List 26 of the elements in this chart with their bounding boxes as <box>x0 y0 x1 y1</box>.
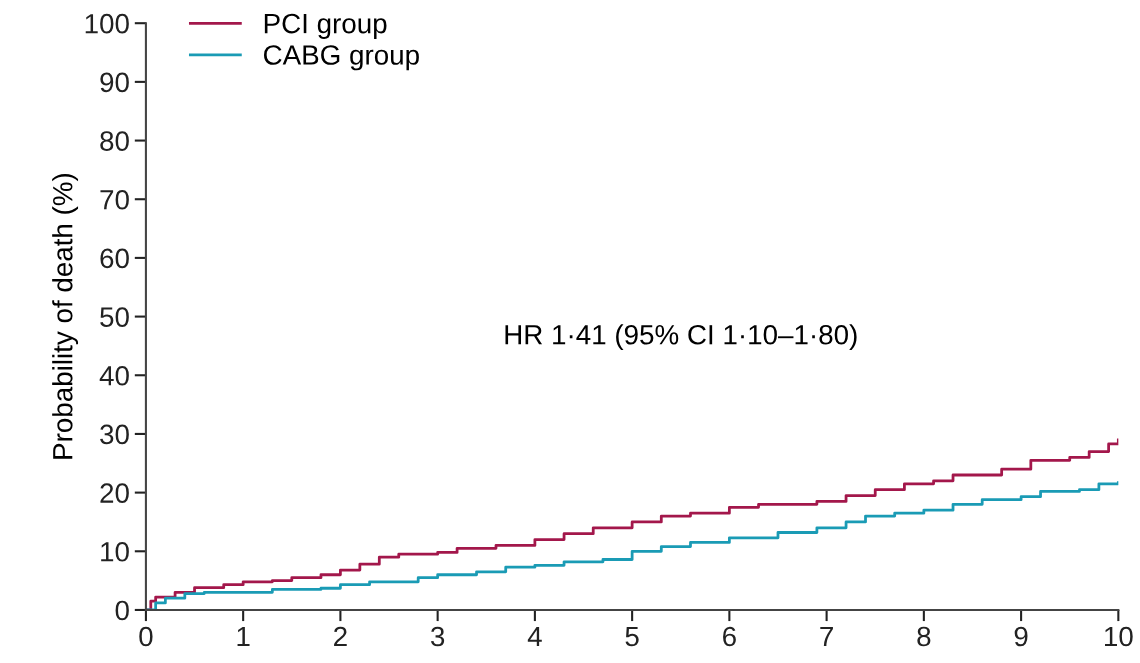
annotation: HR 1·41 (95% CI 1·10–1·80) <box>505 324 857 351</box>
x-tick-label: 7 <box>820 626 833 647</box>
y-tick-label: 60 <box>100 248 129 269</box>
x-tick-label: 2 <box>334 626 347 647</box>
y-tick-label: 100 <box>85 13 129 34</box>
legend-label: PCI group <box>264 13 387 39</box>
legend-label: CABG group <box>264 45 419 71</box>
y-tick-label: 30 <box>100 424 129 445</box>
x-tick-label: 6 <box>723 626 736 647</box>
y-tick-label: 40 <box>99 365 129 386</box>
x-tick-label: 0 <box>139 626 153 647</box>
x-tick-label: 9 <box>1014 626 1028 647</box>
y-tick-label: 50 <box>100 307 129 327</box>
x-tick-label: 5 <box>625 626 639 647</box>
y-tick-label: 70 <box>100 189 129 210</box>
y-tick-label: 80 <box>100 131 129 151</box>
y-tick-label: 90 <box>100 72 129 93</box>
x-tick-label: 10 <box>1105 626 1133 647</box>
y-axis-title: Probability of death (%) <box>52 173 79 459</box>
y-tick-label: 0 <box>115 600 129 621</box>
x-tick-label: 3 <box>430 626 445 647</box>
x-tick-label: 8 <box>917 626 931 647</box>
x-tick-label: 1 <box>237 626 250 647</box>
y-tick-label: 10 <box>101 541 129 562</box>
y-tick-label: 20 <box>100 483 129 503</box>
x-tick-label: 4 <box>527 626 542 647</box>
